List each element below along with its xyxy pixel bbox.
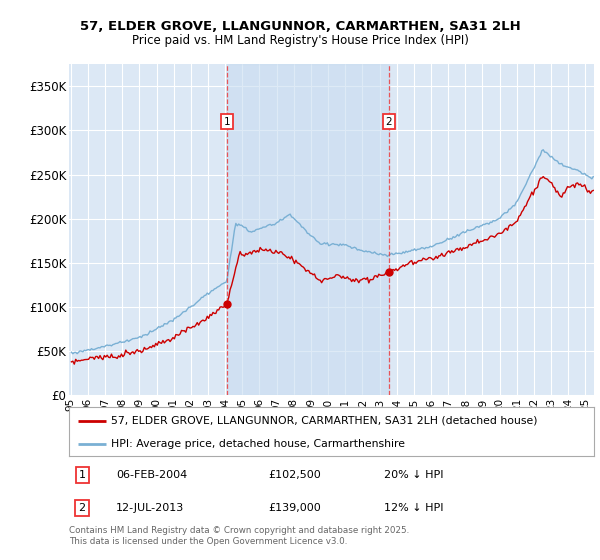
Point: [222, 300, 232, 309]
Text: 06-FEB-2004: 06-FEB-2004: [116, 470, 187, 480]
Text: £139,000: £139,000: [269, 503, 321, 513]
Text: 57, ELDER GROVE, LLANGUNNOR, CARMARTHEN, SA31 2LH: 57, ELDER GROVE, LLANGUNNOR, CARMARTHEN,…: [80, 20, 520, 32]
Bar: [227, 64, 389, 395]
Text: 12% ↓ HPI: 12% ↓ HPI: [384, 503, 443, 513]
Text: 1: 1: [223, 116, 230, 127]
Text: Price paid vs. HM Land Registry's House Price Index (HPI): Price paid vs. HM Land Registry's House …: [131, 34, 469, 46]
Text: Contains HM Land Registry data © Crown copyright and database right 2025.
This d: Contains HM Land Registry data © Crown c…: [69, 526, 409, 546]
Text: 57, ELDER GROVE, LLANGUNNOR, CARMARTHEN, SA31 2LH (detached house): 57, ELDER GROVE, LLANGUNNOR, CARMARTHEN,…: [111, 416, 538, 426]
Text: 12-JUL-2013: 12-JUL-2013: [116, 503, 185, 513]
Text: 1: 1: [79, 470, 86, 480]
Text: HPI: Average price, detached house, Carmarthenshire: HPI: Average price, detached house, Carm…: [111, 439, 405, 449]
Text: 20% ↓ HPI: 20% ↓ HPI: [384, 470, 443, 480]
Text: 2: 2: [385, 116, 392, 127]
Point: [384, 268, 394, 277]
Text: £102,500: £102,500: [269, 470, 321, 480]
Text: 2: 2: [79, 503, 86, 513]
